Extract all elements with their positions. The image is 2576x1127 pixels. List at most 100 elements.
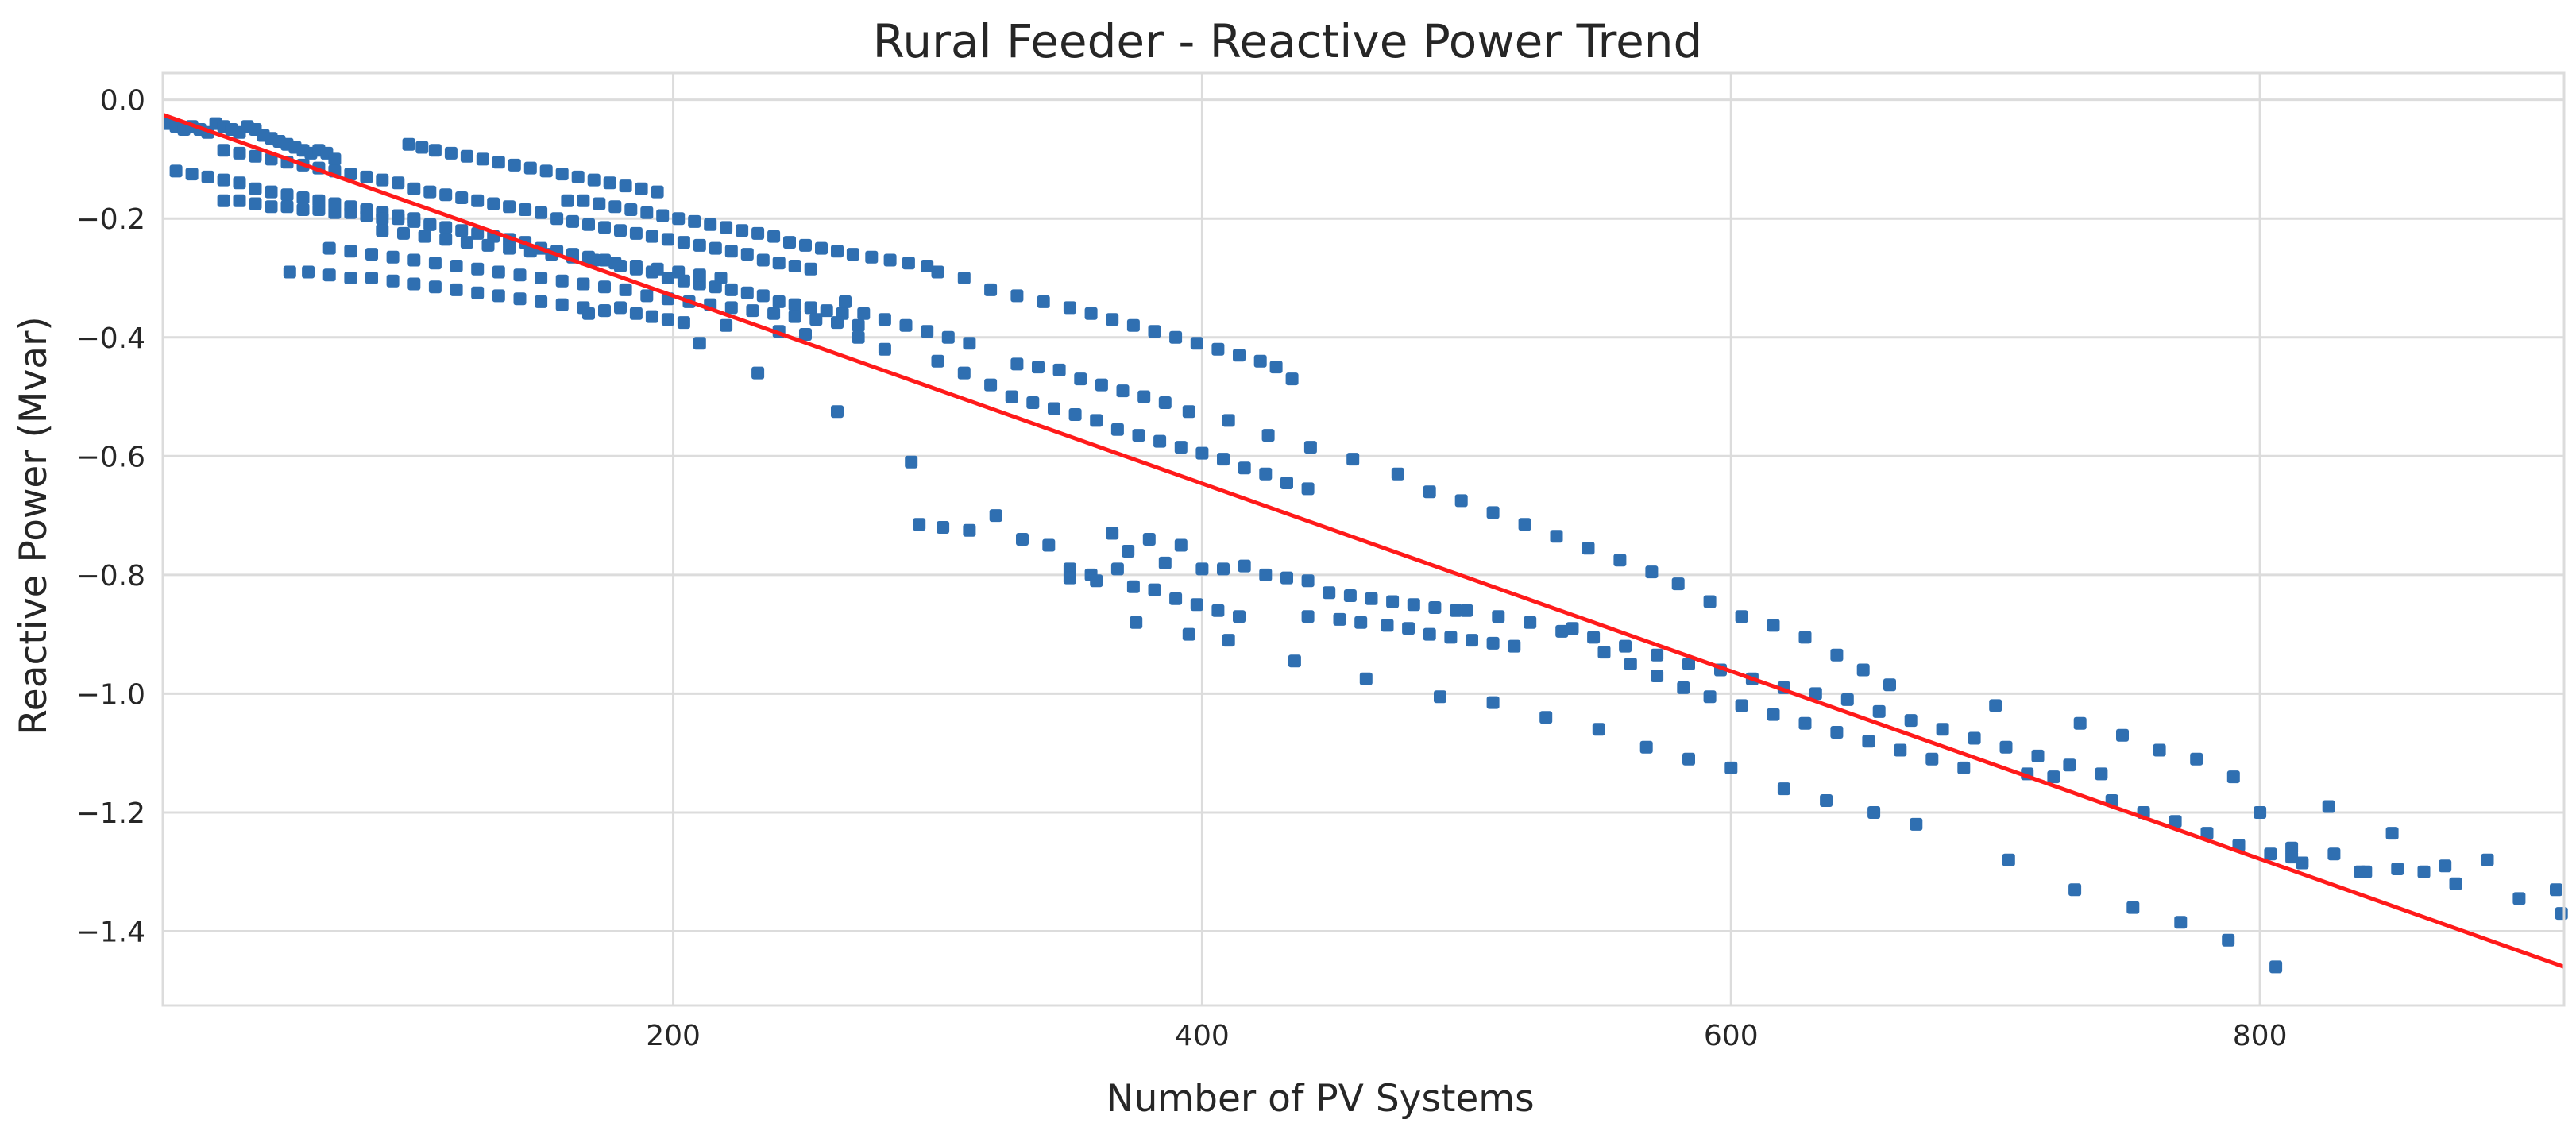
data-point <box>513 268 527 282</box>
data-point <box>344 206 357 219</box>
data-point <box>1122 545 1135 558</box>
data-point <box>328 206 342 219</box>
data-point <box>2073 716 2087 730</box>
data-point <box>376 212 389 226</box>
data-point <box>720 221 733 234</box>
data-point <box>439 188 453 202</box>
data-point <box>963 337 976 350</box>
data-point <box>1346 453 1360 466</box>
data-point <box>2169 815 2182 828</box>
plot-frame <box>161 71 2566 1007</box>
data-point <box>1032 361 1045 374</box>
data-point <box>344 168 357 181</box>
data-point <box>857 307 871 320</box>
data-point <box>1423 627 1436 641</box>
data-point <box>852 318 865 332</box>
x-tick-label: 400 <box>1175 1020 1230 1052</box>
data-point <box>1671 577 1685 591</box>
data-point <box>365 248 378 261</box>
data-point <box>984 378 998 392</box>
data-point <box>1010 357 1024 371</box>
data-point <box>831 245 844 258</box>
data-point <box>1084 307 1098 320</box>
x-axis-label: Number of PV Systems <box>1106 1077 1534 1121</box>
data-point <box>1259 467 1273 481</box>
data-point <box>1233 610 1246 623</box>
data-point <box>1999 740 2013 754</box>
data-point <box>1158 556 1172 569</box>
data-point <box>217 194 230 207</box>
data-point <box>1925 752 1939 766</box>
data-point <box>772 257 786 270</box>
y-tick-label: −0.2 <box>76 203 145 236</box>
x-tick-label: 600 <box>1704 1020 1759 1052</box>
data-point <box>1820 794 1833 807</box>
data-point <box>1238 559 1251 573</box>
data-point <box>1137 390 1151 403</box>
data-point <box>1365 592 1378 605</box>
data-point <box>2047 770 2060 784</box>
data-point <box>651 262 664 276</box>
data-point <box>736 224 749 237</box>
data-point <box>1682 752 1695 766</box>
data-point <box>598 280 611 294</box>
data-point <box>1989 699 2002 712</box>
y-tick-label: 0.0 <box>100 85 145 118</box>
data-point <box>455 191 469 204</box>
data-point <box>1894 743 1907 757</box>
data-point <box>508 158 521 172</box>
data-point <box>1280 477 1293 489</box>
data-point <box>471 262 485 276</box>
data-point <box>899 318 913 332</box>
data-point <box>608 200 622 214</box>
data-point <box>1423 485 1436 499</box>
data-point <box>1052 363 1066 376</box>
data-point <box>283 265 296 279</box>
data-point <box>1190 598 1203 612</box>
data-point <box>1492 610 1505 623</box>
data-point <box>1767 619 1780 632</box>
data-point <box>428 257 442 270</box>
data-point <box>1391 467 1404 481</box>
data-point <box>2063 758 2076 772</box>
data-point <box>471 286 485 299</box>
data-point <box>492 156 505 169</box>
data-point <box>1703 595 1717 608</box>
data-point <box>1624 658 1637 670</box>
data-point <box>1407 598 1420 612</box>
data-point <box>1142 533 1156 546</box>
data-point <box>831 405 844 419</box>
data-point <box>439 221 453 234</box>
data-point <box>1867 806 1881 819</box>
data-point <box>265 185 278 199</box>
data-point <box>1587 631 1601 644</box>
data-point <box>799 238 812 252</box>
data-point <box>582 307 595 320</box>
data-point <box>519 203 532 216</box>
data-point <box>280 188 294 202</box>
data-point <box>535 272 548 284</box>
data-point <box>1026 396 1040 409</box>
data-point <box>233 194 246 207</box>
data-point <box>913 518 926 531</box>
data-point <box>820 304 833 318</box>
data-point <box>1010 289 1024 303</box>
data-point <box>587 173 601 187</box>
data-point <box>941 330 955 344</box>
data-point <box>450 260 463 272</box>
data-point <box>1592 723 1605 736</box>
data-point <box>1148 325 1161 338</box>
data-point <box>169 164 183 178</box>
data-point <box>629 307 643 320</box>
data-point <box>402 137 415 151</box>
data-point <box>677 236 690 249</box>
data-point <box>693 337 706 350</box>
data-point <box>555 274 569 288</box>
data-point <box>2068 883 2082 897</box>
y-tick-label: −1.0 <box>76 678 145 711</box>
data-point <box>931 265 944 279</box>
data-point <box>1856 663 1870 677</box>
data-point <box>989 509 1002 523</box>
data-point <box>693 238 706 252</box>
data-point <box>937 521 950 534</box>
